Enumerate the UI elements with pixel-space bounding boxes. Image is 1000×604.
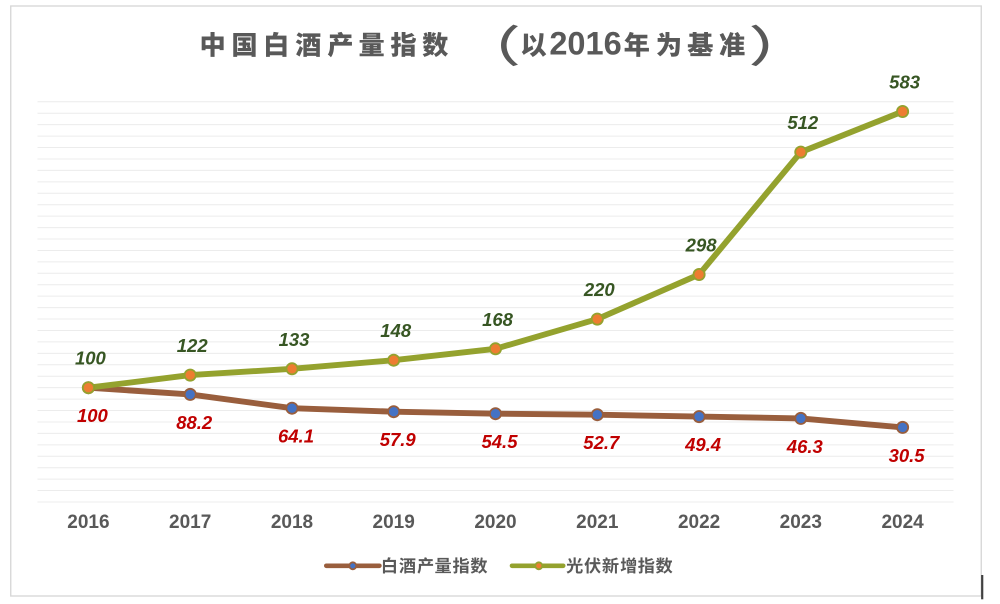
svg-text:2024: 2024 bbox=[881, 512, 924, 533]
svg-text:583: 583 bbox=[889, 72, 921, 93]
svg-text:298: 298 bbox=[685, 235, 718, 256]
svg-text:2020: 2020 bbox=[474, 512, 516, 533]
svg-text:54.5: 54.5 bbox=[481, 431, 518, 452]
svg-text:220: 220 bbox=[583, 279, 616, 300]
svg-text:57.9: 57.9 bbox=[380, 429, 417, 450]
svg-text:2017: 2017 bbox=[169, 512, 211, 533]
svg-text:46.3: 46.3 bbox=[786, 436, 824, 457]
svg-text:2016: 2016 bbox=[67, 512, 109, 533]
svg-text:2018: 2018 bbox=[271, 512, 313, 533]
svg-text:2019: 2019 bbox=[373, 512, 415, 533]
svg-text:49.4: 49.4 bbox=[684, 434, 721, 455]
svg-text:100: 100 bbox=[75, 348, 107, 369]
svg-text:2016: 2016 bbox=[549, 25, 621, 61]
svg-text:133: 133 bbox=[279, 329, 311, 350]
svg-text:52.7: 52.7 bbox=[583, 432, 621, 453]
svg-text:64.1: 64.1 bbox=[278, 426, 314, 447]
svg-text:100: 100 bbox=[77, 405, 109, 426]
svg-text:2023: 2023 bbox=[780, 512, 822, 533]
svg-text:122: 122 bbox=[177, 335, 209, 356]
svg-text:2021: 2021 bbox=[576, 512, 619, 533]
svg-text:512: 512 bbox=[787, 112, 819, 133]
svg-text:30.5: 30.5 bbox=[889, 445, 926, 466]
svg-text:148: 148 bbox=[380, 320, 412, 341]
svg-text:168: 168 bbox=[482, 309, 514, 330]
svg-text:88.2: 88.2 bbox=[176, 412, 213, 433]
svg-text:2022: 2022 bbox=[678, 512, 720, 533]
